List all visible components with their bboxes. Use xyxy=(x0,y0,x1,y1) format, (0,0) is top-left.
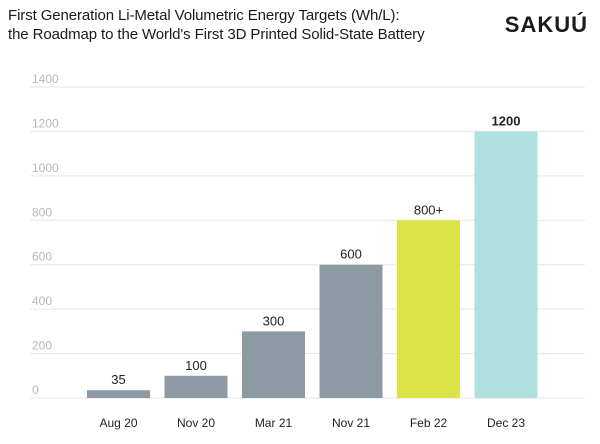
bar xyxy=(319,264,383,398)
bar xyxy=(164,375,228,398)
data-label: 600 xyxy=(340,247,362,262)
chart-title-line-2: the Roadmap to the World's First 3D Prin… xyxy=(8,26,425,43)
bar xyxy=(87,390,150,398)
x-tick-label: Aug 20 xyxy=(99,416,137,430)
sakuu-logo: SAKUÚ xyxy=(504,12,588,37)
y-tick-label: 800 xyxy=(32,205,52,219)
y-tick-label: 400 xyxy=(32,294,52,308)
data-label: 1200 xyxy=(492,113,521,128)
y-tick-label: 1400 xyxy=(32,72,59,86)
data-label: 800+ xyxy=(414,202,443,217)
chart-title-line-1: First Generation Li-Metal Volumetric Ene… xyxy=(8,7,400,24)
data-label: 100 xyxy=(185,358,207,373)
x-tick-label: Mar 21 xyxy=(255,416,293,430)
data-label: 35 xyxy=(111,372,125,387)
x-tick-label: Nov 21 xyxy=(332,416,370,430)
y-tick-label: 200 xyxy=(32,339,52,353)
x-tick-label: Feb 22 xyxy=(410,416,448,430)
x-tick-label: Dec 23 xyxy=(487,416,525,430)
bar xyxy=(397,220,460,398)
y-tick-label: 1200 xyxy=(32,116,59,130)
x-tick-label: Nov 20 xyxy=(177,416,215,430)
bar xyxy=(242,331,305,398)
y-tick-label: 0 xyxy=(32,383,39,397)
y-tick-label: 1000 xyxy=(32,161,59,175)
chart-title: First Generation Li-Metal Volumetric Ene… xyxy=(8,6,478,44)
y-tick-label: 600 xyxy=(32,250,52,264)
bar xyxy=(474,131,538,398)
data-label: 300 xyxy=(263,313,285,328)
